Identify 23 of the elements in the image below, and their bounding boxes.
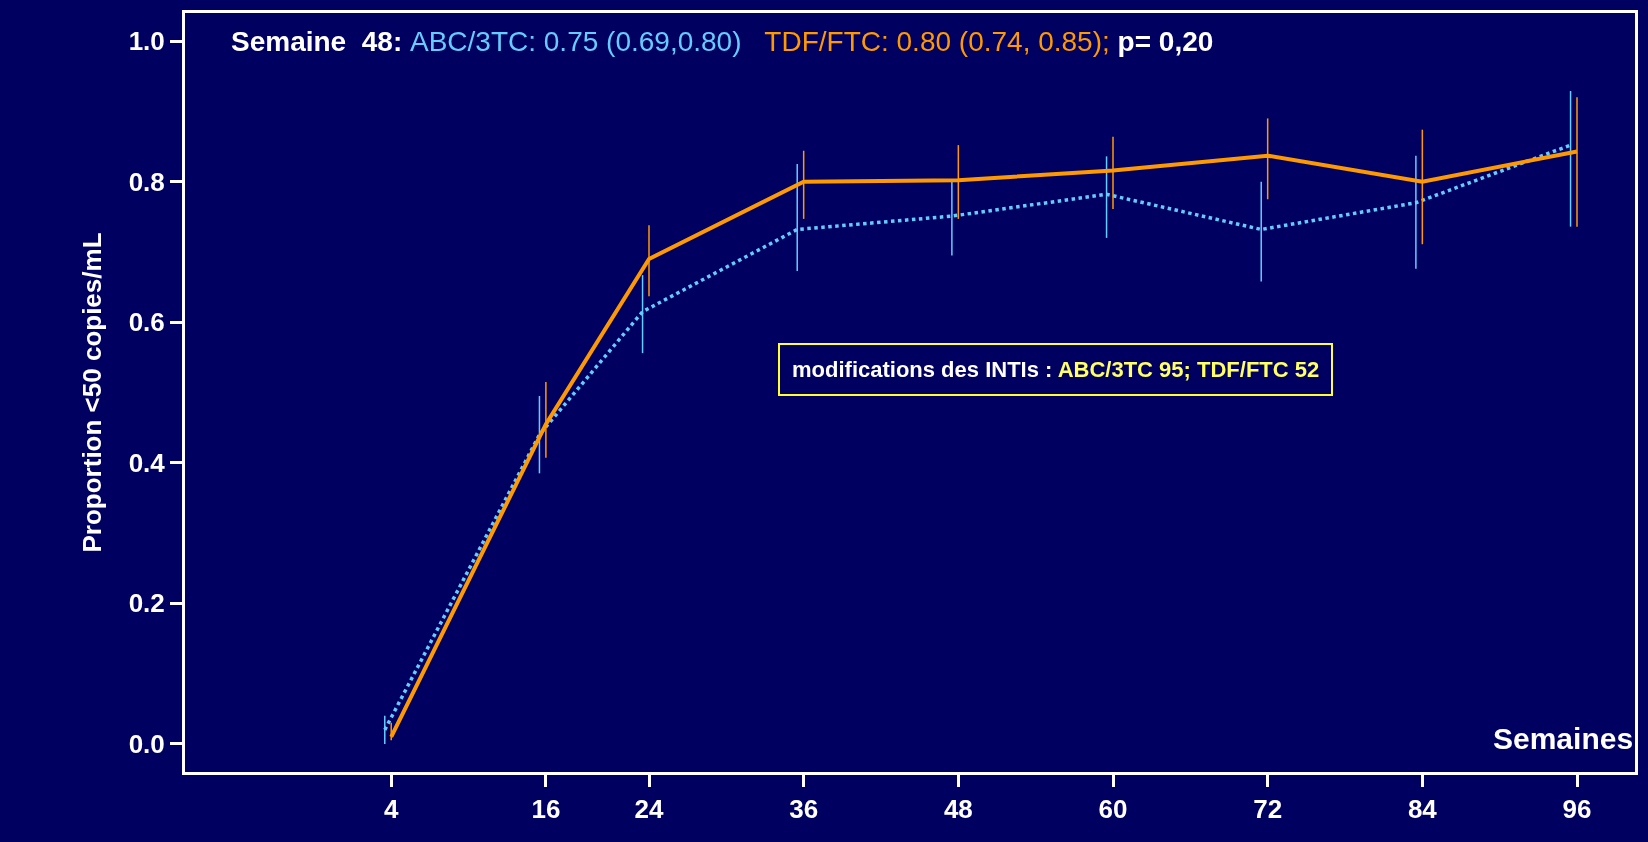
annotation: ABC/3TC 95; TDF/FTC 52 xyxy=(1057,357,1320,382)
x-tick-label: 4 xyxy=(383,794,399,825)
x-tick-label: 96 xyxy=(1562,794,1592,825)
annotation: Semaine 48: xyxy=(231,26,410,57)
y-tick-label: 0.8 xyxy=(128,166,165,197)
x-tick-label: 84 xyxy=(1407,794,1438,825)
x-tick-label: 72 xyxy=(1253,794,1283,825)
annotation: p= 0,20 xyxy=(1117,26,1214,57)
y-tick-label: 0.6 xyxy=(128,307,165,338)
annotation: modifications des INTIs : xyxy=(792,357,1058,382)
annotation: TDF/FTC: 0.80 (0.74, 0.85); xyxy=(764,26,1110,57)
x-tick-label: 60 xyxy=(1098,794,1128,825)
y-axis-title: Proportion <50 copies/mL xyxy=(77,232,108,553)
x-tick-label: 36 xyxy=(789,794,819,825)
y-tick-label: 0.4 xyxy=(128,447,166,478)
x-tick-label: 24 xyxy=(634,794,664,825)
y-tick-label: 0.0 xyxy=(128,728,165,759)
x-tick-label: 16 xyxy=(531,794,561,825)
x-axis-title: Semaines xyxy=(1493,722,1634,755)
y-tick-label: 0.2 xyxy=(128,588,165,619)
x-tick-label: 48 xyxy=(943,794,973,825)
annotation: ABC/3TC: 0.75 (0.69,0.80) xyxy=(409,26,742,57)
y-tick-label: 1.0 xyxy=(128,26,165,57)
